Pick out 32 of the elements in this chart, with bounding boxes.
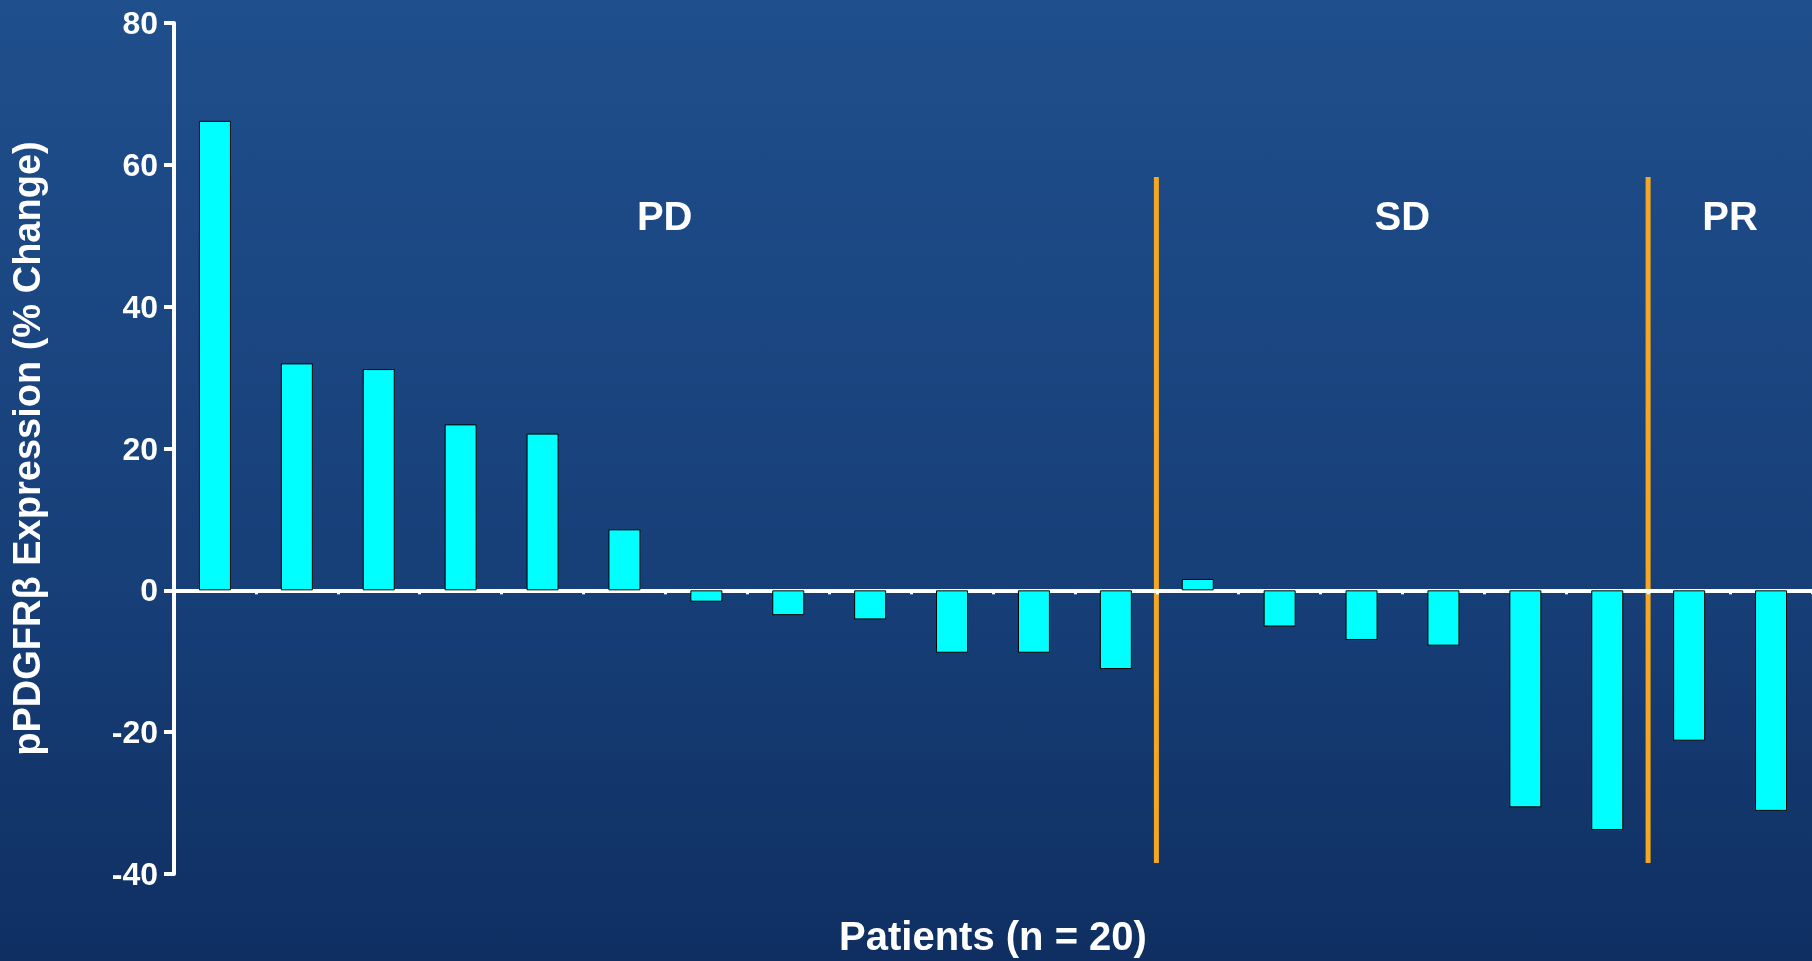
bar [1427, 590, 1460, 646]
y-tick-label: 0 [140, 572, 158, 609]
bar [198, 120, 231, 591]
bar [854, 590, 887, 620]
y-tick-label: 40 [122, 288, 158, 325]
bar [526, 433, 559, 591]
bar [1181, 578, 1214, 591]
bar [772, 590, 805, 616]
bar [280, 363, 313, 591]
y-tick-label: 60 [122, 146, 158, 183]
bar [1673, 590, 1706, 741]
x-axis-title: Patients (n = 20) [839, 914, 1147, 958]
bar [1345, 590, 1378, 640]
y-tick-label: 80 [122, 5, 158, 41]
annotation: PD [636, 194, 693, 238]
bar [1755, 590, 1788, 811]
bar [936, 590, 969, 653]
bar [1509, 590, 1542, 808]
bar [1263, 590, 1296, 627]
y-tick-label: 20 [122, 430, 158, 467]
bar [1099, 590, 1132, 670]
bar [608, 529, 641, 591]
annotation: SD [1374, 194, 1431, 238]
bar [1017, 590, 1050, 653]
bar [444, 424, 477, 591]
annotation: PR [1702, 194, 1758, 238]
y-axis-title: pPDGFRβ Expression (% Change) [6, 141, 48, 756]
bar [690, 590, 723, 602]
y-tick-label: -20 [111, 714, 158, 751]
bar [362, 369, 395, 591]
bar [1591, 590, 1624, 831]
y-tick-label: -40 [111, 856, 158, 892]
